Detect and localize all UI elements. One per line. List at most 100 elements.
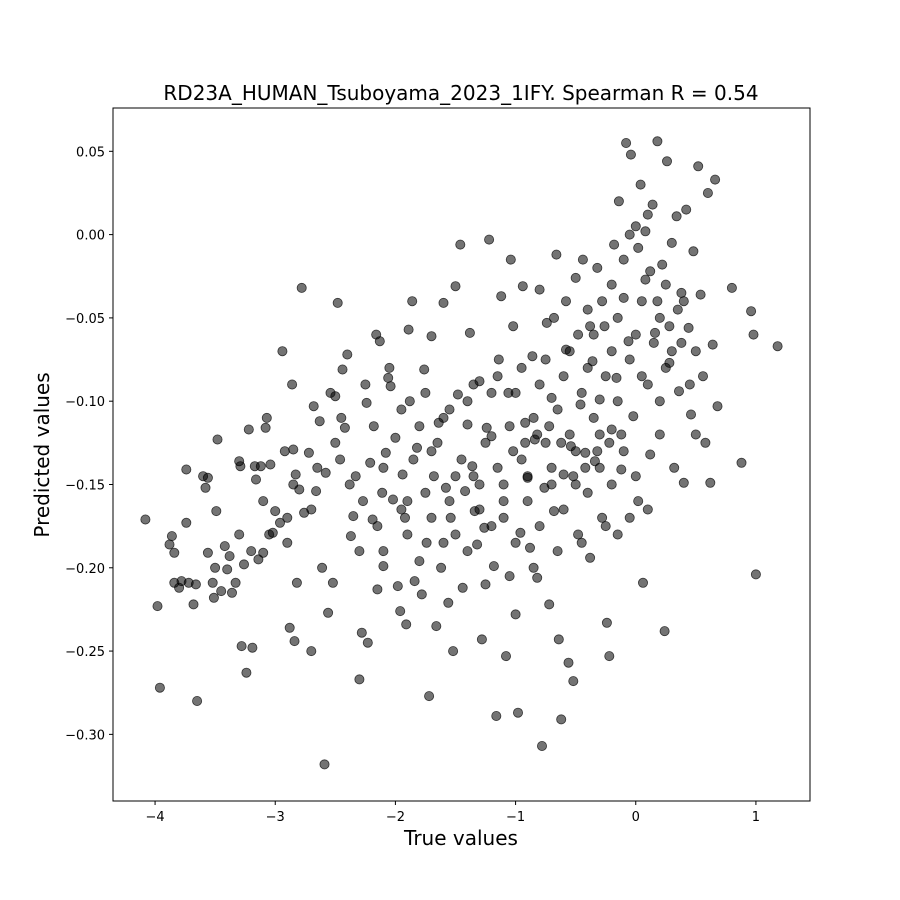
data-point (468, 471, 479, 482)
data-point (592, 262, 603, 273)
data-point (438, 537, 449, 548)
data-point (181, 464, 192, 475)
data-point (623, 336, 634, 347)
y-tick-label: 0.00 (76, 229, 105, 244)
data-point (235, 461, 246, 472)
data-point (444, 404, 455, 415)
data-point (230, 577, 241, 588)
data-point (611, 372, 622, 383)
data-point (736, 457, 747, 468)
y-tick-label: −0.10 (65, 395, 105, 410)
data-point (640, 274, 651, 285)
data-point (492, 462, 503, 473)
data-point (546, 479, 557, 490)
data-point (515, 527, 526, 538)
data-point (226, 587, 237, 598)
data-point (612, 396, 623, 407)
data-point (492, 371, 503, 382)
data-point (628, 411, 639, 422)
data-point (190, 579, 201, 590)
data-point (317, 562, 328, 573)
data-point (474, 504, 485, 515)
data-point (448, 646, 459, 657)
data-point (468, 379, 479, 390)
data-point (431, 621, 442, 632)
data-point (472, 539, 483, 550)
data-point (397, 469, 408, 480)
data-point (606, 346, 617, 357)
data-point (676, 287, 687, 298)
data-point (378, 561, 389, 572)
data-point (520, 437, 531, 448)
data-point (568, 471, 579, 482)
data-point (707, 339, 718, 350)
data-point (674, 386, 685, 397)
data-point (750, 569, 761, 580)
data-point (540, 354, 551, 365)
data-point (372, 584, 383, 595)
data-point (311, 486, 322, 497)
data-point (660, 362, 671, 373)
data-point (498, 479, 509, 490)
data-point (636, 296, 647, 307)
data-point (642, 379, 653, 390)
data-point (660, 279, 671, 290)
data-point (712, 401, 723, 412)
data-point (510, 537, 521, 548)
data-point (604, 651, 615, 662)
data-point (476, 634, 487, 645)
data-point (606, 424, 617, 435)
data-point (772, 341, 783, 352)
data-point (409, 576, 420, 587)
data-point (556, 714, 567, 725)
data-point (414, 556, 425, 567)
data-point (342, 349, 353, 360)
data-point (662, 156, 673, 167)
data-point (361, 397, 372, 408)
data-point (510, 609, 521, 620)
plot-frame (112, 107, 811, 802)
x-tick-label: −3 (266, 810, 285, 825)
data-point (654, 396, 665, 407)
data-point (426, 512, 437, 523)
data-point (496, 291, 507, 302)
data-point (484, 234, 495, 245)
data-point (455, 239, 466, 250)
data-point (638, 577, 649, 588)
data-point (238, 559, 249, 570)
data-point (354, 546, 365, 557)
data-point (520, 417, 531, 428)
data-point (356, 627, 367, 638)
data-point (522, 496, 533, 507)
data-point (564, 346, 575, 357)
data-point (234, 529, 245, 540)
data-point (243, 424, 254, 435)
data-point (630, 471, 641, 482)
data-point (504, 571, 515, 582)
data-point (426, 446, 437, 457)
data-point (330, 437, 341, 448)
data-point (462, 419, 473, 430)
data-point (247, 642, 258, 653)
data-point (558, 371, 569, 382)
data-point (320, 467, 331, 478)
data-point (573, 529, 584, 540)
data-point (401, 619, 412, 630)
data-point (140, 514, 151, 525)
data-point (337, 364, 348, 375)
y-tick-label: −0.05 (65, 312, 105, 327)
data-point (166, 531, 177, 542)
data-point (624, 512, 635, 523)
data-point (532, 572, 543, 583)
data-point (690, 429, 701, 440)
data-point (671, 211, 682, 222)
data-point (537, 741, 548, 752)
data-point (664, 321, 675, 332)
data-point (563, 657, 574, 668)
data-point (594, 429, 605, 440)
data-point (540, 437, 551, 448)
data-point (582, 487, 593, 498)
data-point (666, 346, 677, 357)
data-point (420, 487, 431, 498)
